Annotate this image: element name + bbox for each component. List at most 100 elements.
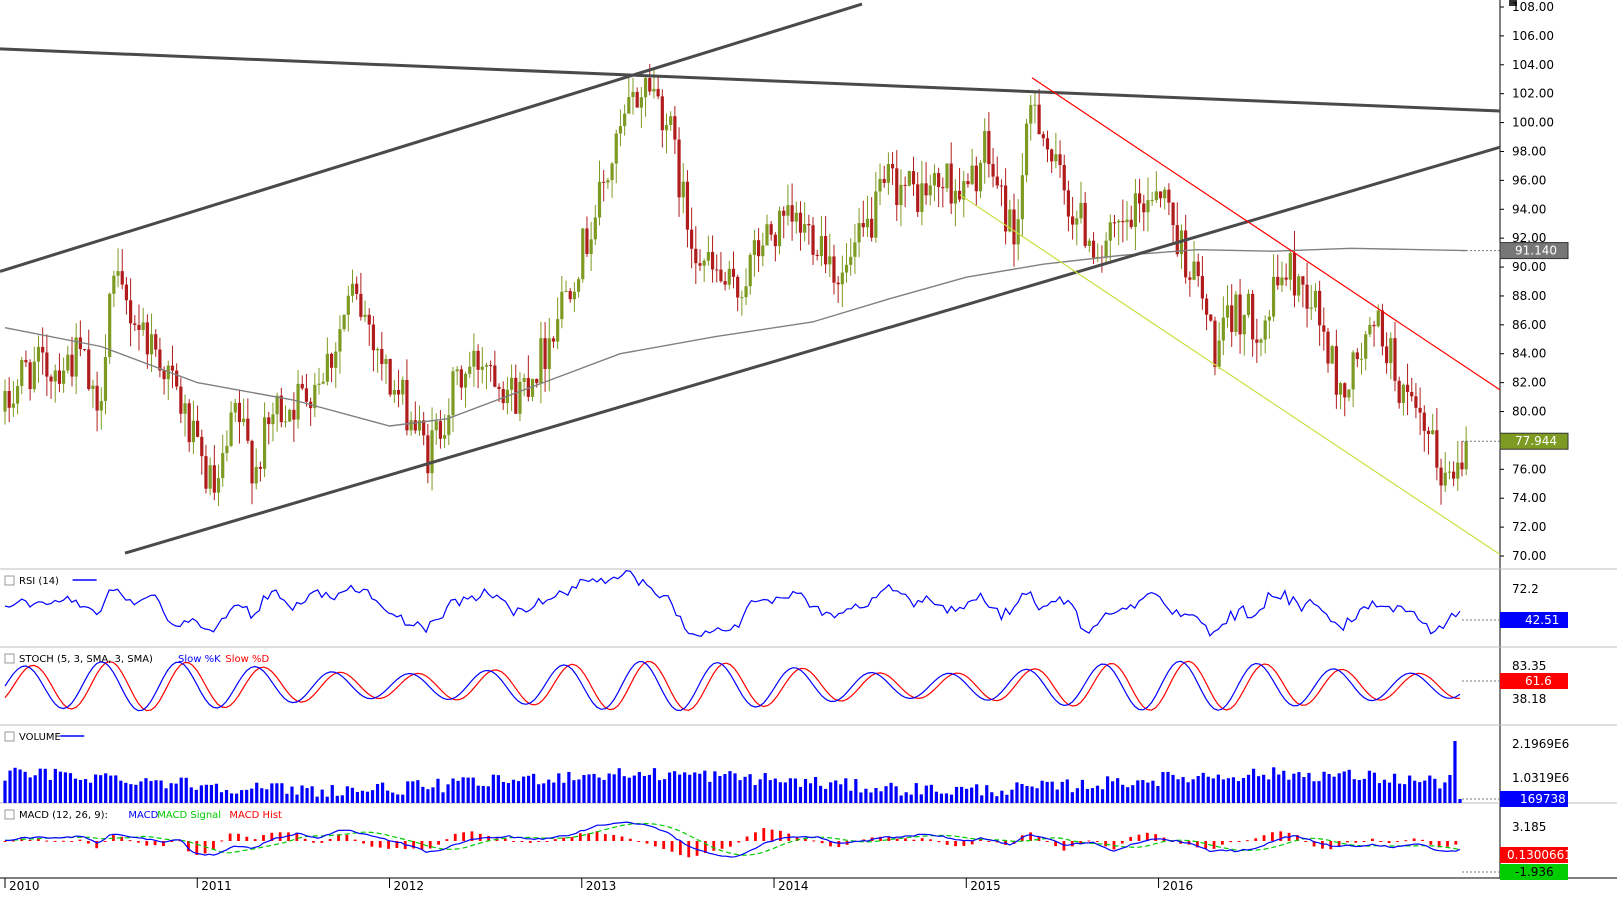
volume-bar bbox=[1236, 781, 1241, 803]
volume-bar bbox=[124, 782, 128, 803]
volume-bar bbox=[441, 792, 445, 803]
candle-body bbox=[1401, 384, 1405, 403]
candle-body bbox=[346, 295, 350, 315]
volume-bar bbox=[386, 790, 390, 803]
volume-bar bbox=[476, 785, 480, 803]
volume-bar bbox=[521, 776, 526, 803]
volume-tick-label: 2.1969E6 bbox=[1512, 737, 1569, 751]
stoch-value-label: 61.6 bbox=[1525, 674, 1552, 688]
volume-bar bbox=[637, 771, 641, 803]
volume-bar bbox=[23, 771, 27, 803]
stoch-slow-d-line bbox=[4, 660, 1460, 712]
candle-body bbox=[660, 96, 664, 131]
macd-hist-bar bbox=[995, 841, 999, 843]
candle-body bbox=[1439, 467, 1443, 486]
volume-bar bbox=[944, 793, 949, 803]
stoch-tick-label: 83.35 bbox=[1512, 659, 1546, 673]
volume-bar bbox=[1095, 785, 1100, 803]
candle-body bbox=[631, 91, 635, 98]
volume-bar bbox=[1075, 788, 1079, 803]
macd-hist-bar bbox=[1354, 841, 1358, 843]
candle-body bbox=[664, 125, 669, 131]
candle-body bbox=[811, 225, 815, 255]
candle-body bbox=[1108, 222, 1112, 241]
volume-bar bbox=[1166, 771, 1170, 803]
macd-hist-bar bbox=[1379, 841, 1383, 842]
volume-bar bbox=[154, 780, 158, 803]
volume-bar bbox=[486, 786, 490, 803]
volume-bar bbox=[1116, 778, 1120, 803]
volume-bar bbox=[929, 784, 933, 803]
volume-bar bbox=[234, 793, 239, 803]
candle-body bbox=[158, 349, 162, 371]
volume-bar bbox=[325, 796, 329, 803]
volume-bar bbox=[1423, 780, 1427, 803]
volume-bar bbox=[667, 772, 672, 803]
macd-hist-bar bbox=[137, 841, 140, 843]
macd-hist-bar bbox=[445, 839, 449, 841]
resistance-trendline bbox=[0, 47, 1501, 113]
candle-body bbox=[246, 418, 250, 441]
macd-hist-bar bbox=[578, 833, 582, 841]
volume-bar bbox=[652, 768, 657, 803]
macd-hist-bar bbox=[687, 841, 691, 858]
candle-body bbox=[183, 403, 187, 414]
candle-body bbox=[815, 254, 819, 256]
volume-bar bbox=[58, 771, 62, 803]
candle-body bbox=[606, 180, 610, 183]
candle-body bbox=[576, 279, 581, 292]
candle-body bbox=[1192, 261, 1196, 280]
macd-hist-bar bbox=[929, 839, 932, 841]
candle-body bbox=[564, 290, 568, 292]
candle-body bbox=[727, 268, 731, 285]
price-tick-label: 88.00 bbox=[1512, 289, 1546, 303]
candle-body bbox=[459, 369, 463, 388]
price-tick-label: 82.00 bbox=[1512, 376, 1546, 390]
candle-body bbox=[794, 212, 798, 222]
volume-bar bbox=[506, 783, 511, 803]
macd-hist-bar bbox=[595, 831, 599, 841]
macd-hist-bar bbox=[612, 834, 616, 841]
macd-hist-bar bbox=[987, 841, 991, 842]
macd-hist-bar bbox=[103, 841, 107, 842]
rsi-tick-label: 72.2 bbox=[1512, 582, 1539, 596]
volume-bar bbox=[693, 772, 697, 803]
volume-bar bbox=[1151, 780, 1155, 803]
volume-bar bbox=[1332, 776, 1336, 803]
macd-hist-bar bbox=[36, 838, 40, 841]
candle-body bbox=[1397, 380, 1401, 403]
volume-bar bbox=[104, 773, 108, 803]
macd-hist-bar bbox=[512, 841, 516, 842]
candle-body bbox=[614, 133, 618, 164]
volume-bar bbox=[854, 779, 858, 803]
candle-body bbox=[1284, 277, 1288, 280]
macd-hist-bar bbox=[228, 833, 232, 841]
yellow-channel-line bbox=[959, 194, 1501, 556]
volume-bar bbox=[1257, 776, 1261, 803]
macd-hist-bar bbox=[1229, 841, 1233, 843]
volume-bar bbox=[869, 792, 873, 803]
volume-bar bbox=[1413, 780, 1417, 803]
candle-body bbox=[836, 282, 840, 285]
candle-body bbox=[518, 381, 522, 414]
volume-bar bbox=[396, 794, 400, 803]
candle-body bbox=[710, 252, 715, 270]
volume-bar bbox=[673, 771, 677, 803]
volume-bar bbox=[879, 791, 883, 803]
macd-hist-bar bbox=[120, 836, 124, 841]
macd-hist-bar bbox=[1145, 832, 1149, 841]
candle-body bbox=[74, 337, 78, 377]
candle-body bbox=[865, 218, 870, 228]
macd-hist-bar bbox=[53, 840, 57, 842]
volume-bar bbox=[708, 781, 712, 803]
candle-body bbox=[376, 348, 380, 351]
candle-body bbox=[1334, 346, 1338, 395]
macd-hist-bar bbox=[895, 838, 899, 841]
price-tick-label: 70.00 bbox=[1512, 549, 1546, 563]
volume-bar bbox=[466, 777, 470, 803]
candle-body bbox=[116, 271, 120, 276]
candle-body bbox=[401, 379, 405, 395]
macd-hist-bar bbox=[695, 841, 699, 856]
macd-hist-bar bbox=[270, 832, 274, 841]
candle-body bbox=[522, 377, 526, 382]
